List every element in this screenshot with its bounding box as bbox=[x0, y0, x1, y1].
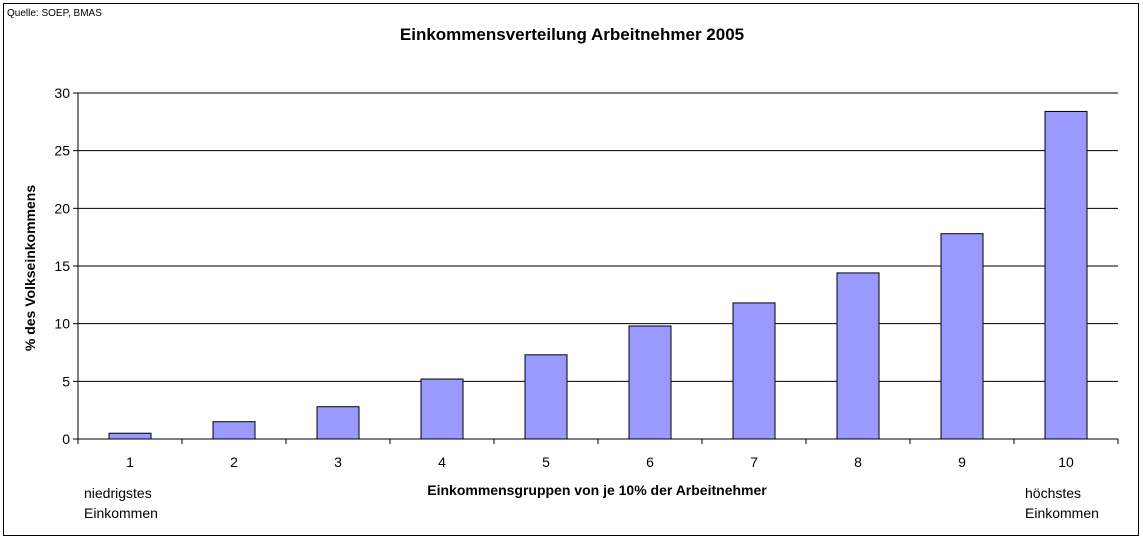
bar bbox=[732, 302, 776, 440]
y-tick-label: 10 bbox=[54, 316, 70, 332]
y-tick-label: 15 bbox=[54, 258, 70, 274]
bar bbox=[316, 406, 360, 440]
bar bbox=[940, 233, 984, 440]
bar bbox=[420, 378, 464, 440]
annotation-high-line1: höchstes bbox=[1025, 485, 1081, 501]
annotation-low-line2: Einkommen bbox=[84, 505, 158, 521]
x-tick-label: 5 bbox=[542, 454, 550, 470]
x-axis-label: Einkommensgruppen von je 10% der Arbeitn… bbox=[427, 482, 767, 498]
annotation-low-line1: niedrigstes bbox=[84, 485, 152, 501]
bar bbox=[836, 272, 880, 440]
x-tick-label: 10 bbox=[1058, 454, 1074, 470]
x-tick-label: 3 bbox=[334, 454, 342, 470]
bar bbox=[1044, 110, 1088, 440]
y-tick-label: 25 bbox=[54, 143, 70, 159]
x-tick-label: 4 bbox=[438, 454, 446, 470]
x-tick-label: 7 bbox=[750, 454, 758, 470]
x-tick-label: 9 bbox=[958, 454, 966, 470]
x-tick-label: 2 bbox=[230, 454, 238, 470]
x-tick-label: 1 bbox=[126, 454, 134, 470]
source-note: Quelle: SOEP, BMAS bbox=[7, 8, 102, 19]
x-tick-label: 6 bbox=[646, 454, 654, 470]
chart-title: Einkommensverteilung Arbeitnehmer 2005 bbox=[400, 25, 744, 44]
bar bbox=[628, 325, 672, 440]
x-tick-label: 8 bbox=[854, 454, 862, 470]
bars bbox=[108, 110, 1088, 440]
bar bbox=[524, 354, 568, 440]
bar bbox=[108, 432, 152, 440]
bar bbox=[212, 421, 256, 440]
y-tick-label: 30 bbox=[54, 85, 70, 101]
y-tick-label: 5 bbox=[62, 373, 70, 389]
y-tick-label: 0 bbox=[62, 431, 70, 447]
y-axis-ticks: 0 5 10 15 20 25 30 bbox=[54, 85, 78, 447]
annotation-high-line2: Einkommen bbox=[1025, 505, 1099, 521]
y-axis-label: % des Volkseinkommens bbox=[22, 185, 38, 351]
y-tick-label: 20 bbox=[54, 200, 70, 216]
x-axis-ticks: 1 2 3 4 5 6 7 8 9 10 bbox=[77, 439, 1119, 470]
